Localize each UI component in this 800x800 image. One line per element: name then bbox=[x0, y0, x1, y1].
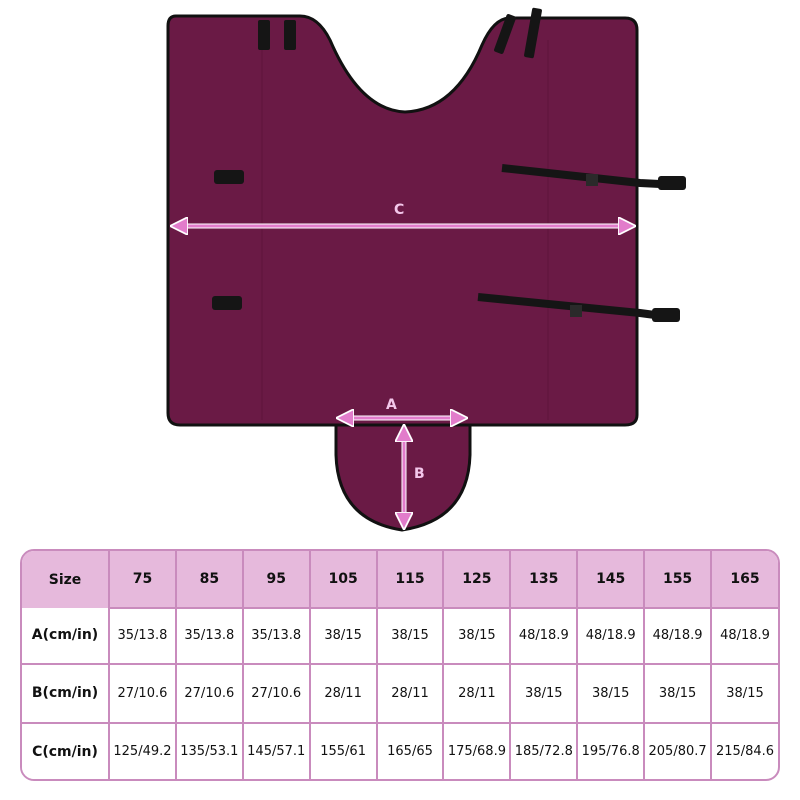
size-header: 115 bbox=[375, 551, 445, 608]
size-header: 125 bbox=[442, 551, 512, 608]
table-cell: 185/72.8 bbox=[509, 722, 579, 779]
size-header-row: Size 75 85 95 105 115 125 135 145 155 165 bbox=[22, 551, 778, 608]
table-cell: 35/13.8 bbox=[108, 607, 177, 665]
table-cell: 195/76.8 bbox=[576, 722, 646, 779]
label-a: A bbox=[386, 397, 397, 413]
blanket-body bbox=[166, 14, 639, 427]
table-cell: 48/18.9 bbox=[643, 607, 713, 665]
table-cell: 27/10.6 bbox=[241, 662, 311, 725]
table-cell: 48/18.9 bbox=[710, 607, 778, 665]
table-cell: 35/13.8 bbox=[241, 607, 311, 665]
chest-buckles bbox=[258, 7, 542, 59]
size-header: 105 bbox=[308, 551, 378, 608]
table-cell: 38/15 bbox=[576, 662, 646, 725]
size-table: Size 75 85 95 105 115 125 135 145 155 165 A(cm/in… bbox=[22, 551, 778, 779]
table-cell: 27/10.6 bbox=[108, 662, 177, 725]
table-cell: 125/49.2 bbox=[108, 722, 177, 779]
size-header: 135 bbox=[509, 551, 579, 608]
table-cell: 38/15 bbox=[375, 607, 445, 665]
label-b: B bbox=[414, 466, 425, 482]
size-header: 95 bbox=[241, 551, 311, 608]
blanket-illustration: C A B bbox=[166, 7, 686, 532]
table-cell: 38/15 bbox=[442, 607, 512, 665]
size-header: 165 bbox=[710, 551, 778, 608]
table-cell: 155/61 bbox=[308, 722, 378, 779]
side-clips bbox=[212, 170, 244, 310]
table-cell: 35/13.8 bbox=[174, 607, 244, 665]
table-row: B(cm/in) 27/10.6 27/10.6 27/10.6 28/11 28/11 2… bbox=[22, 662, 778, 725]
table-cell: 27/10.6 bbox=[174, 662, 244, 725]
table-cell: 28/11 bbox=[375, 662, 445, 725]
size-header: 155 bbox=[643, 551, 713, 608]
label-c: C bbox=[394, 202, 404, 218]
table-cell: 205/80.7 bbox=[643, 722, 713, 779]
table-cell: 28/11 bbox=[308, 662, 378, 725]
table-cell: 28/11 bbox=[442, 662, 512, 725]
size-header: 85 bbox=[174, 551, 244, 608]
row-label: C(cm/in) bbox=[22, 722, 110, 779]
table-row: A(cm/in) 35/13.8 35/13.8 35/13.8 38/15 38/15 3… bbox=[22, 607, 778, 665]
row-label: B(cm/in) bbox=[22, 662, 110, 725]
table-cell: 48/18.9 bbox=[509, 607, 579, 665]
row-label: A(cm/in) bbox=[22, 608, 110, 665]
table-cell: 38/15 bbox=[509, 662, 579, 725]
table-cell: 175/68.9 bbox=[442, 722, 512, 779]
belly-straps bbox=[477, 164, 686, 322]
table-row: C(cm/in) 125/49.2 135/53.1 145/57.1 155/61 16… bbox=[22, 722, 778, 779]
table-cell: 48/18.9 bbox=[576, 607, 646, 665]
size-header: 75 bbox=[108, 551, 177, 608]
table-cell: 38/15 bbox=[710, 662, 778, 725]
table-cell: 165/65 bbox=[375, 722, 445, 779]
table-cell: 38/15 bbox=[308, 607, 378, 665]
size-header: 145 bbox=[576, 551, 646, 608]
table-cell: 145/57.1 bbox=[241, 722, 311, 779]
size-corner-label: Size bbox=[22, 551, 110, 608]
table-cell: 38/15 bbox=[643, 662, 713, 725]
table-cell: 135/53.1 bbox=[174, 722, 244, 779]
size-chart: Size 75 85 95 105 115 125 135 145 155 165 A(cm/in… bbox=[20, 549, 780, 781]
table-cell: 215/84.6 bbox=[710, 722, 778, 779]
